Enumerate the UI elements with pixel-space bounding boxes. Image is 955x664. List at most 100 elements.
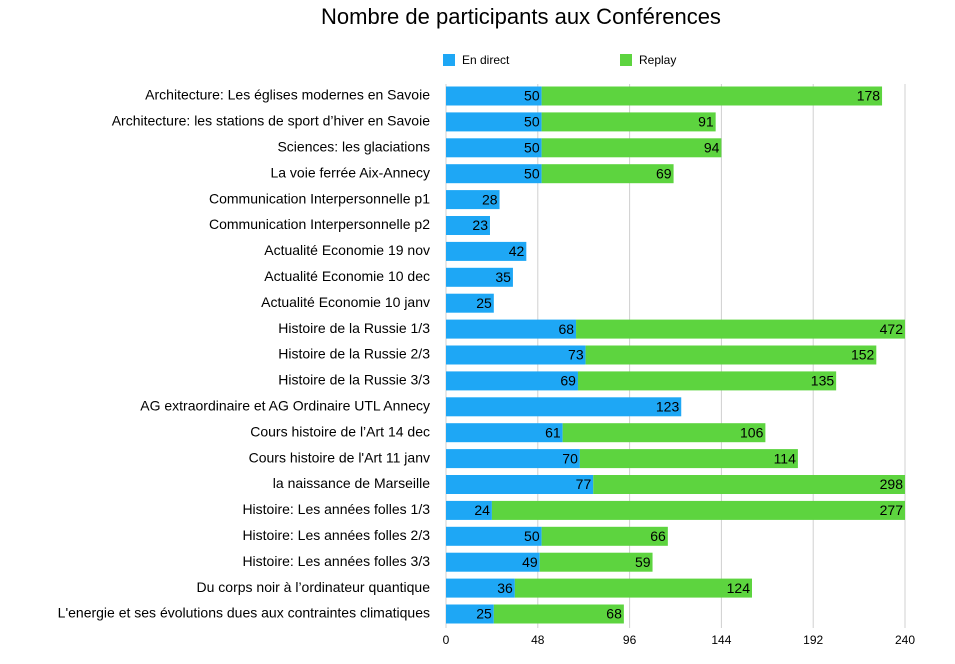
bar-segment [446, 371, 578, 391]
y-tick-label: la naissance de Marseille [273, 475, 430, 491]
y-tick-label: Histoire: Les années folles 2/3 [242, 527, 430, 543]
y-tick-label: Actualité Economie 10 janv [261, 294, 430, 310]
bar-segment [446, 423, 563, 443]
y-tick-label: Communication Interpersonnelle p1 [209, 190, 430, 206]
x-tick-label: 96 [623, 633, 637, 647]
value-label: 50 [524, 114, 540, 130]
y-tick-label: Architecture: Les églises modernes en Sa… [145, 87, 430, 103]
value-label: 50 [524, 88, 540, 104]
bar-segment [541, 86, 883, 106]
value-label: 135 [811, 373, 835, 389]
value-label: 59 [635, 554, 651, 570]
value-label: 25 [476, 295, 492, 311]
bar-segment [446, 397, 682, 417]
bar-segment [446, 319, 577, 339]
value-label: 68 [606, 606, 622, 622]
x-tick-label: 192 [803, 633, 823, 647]
value-label: 94 [704, 140, 720, 156]
x-tick-label: 144 [711, 633, 731, 647]
value-label: 77 [576, 476, 592, 492]
value-label: 66 [650, 528, 666, 544]
bar-segment [446, 86, 542, 106]
bar-segment [446, 449, 580, 469]
value-label: 49 [522, 554, 538, 570]
value-label: 61 [545, 424, 561, 440]
value-label: 73 [568, 347, 584, 363]
value-label: 50 [524, 528, 540, 544]
y-tick-label: AG extraordinaire et AG Ordinaire UTL An… [140, 398, 430, 414]
bar-segment [446, 604, 494, 624]
bar-segment [577, 371, 837, 391]
y-tick-label: Histoire: Les années folles 1/3 [242, 501, 430, 517]
y-tick-label: Communication Interpersonnelle p2 [209, 216, 430, 232]
bar-segment [446, 138, 542, 158]
bar-segment [446, 190, 500, 210]
y-tick-label: Architecture: les stations de sport d’hi… [112, 113, 430, 129]
bar-segment [539, 552, 653, 572]
value-label: 23 [472, 217, 488, 233]
value-label: 69 [656, 165, 672, 181]
bar-segment [446, 578, 515, 598]
value-label: 24 [474, 502, 490, 518]
value-label: 152 [851, 347, 875, 363]
value-label: 114 [774, 450, 797, 466]
y-tick-label: Histoire de la Russie 1/3 [278, 320, 430, 336]
bar-segment [541, 164, 674, 184]
value-label: 178 [857, 88, 881, 104]
bar-segment [446, 216, 490, 235]
bar-segment [541, 526, 668, 546]
value-label: 124 [727, 580, 751, 596]
y-tick-label: Du corps noir à l’ordinateur quantique [197, 579, 431, 595]
y-tick-label: La voie ferrée Aix-Annecy [270, 164, 430, 180]
bar-segment [576, 319, 905, 339]
y-tick-label: Cours histoire de l'Art 11 janv [249, 449, 430, 465]
bar-segment [446, 526, 542, 546]
y-tick-label: L'energie et ses évolutions dues aux con… [58, 605, 430, 621]
bar-segment [446, 500, 492, 520]
bar-segment [562, 423, 766, 443]
x-tick-label: 0 [443, 633, 450, 647]
legend-label: En direct [462, 53, 510, 67]
value-label: 70 [562, 450, 578, 466]
y-tick-label: Actualité Economie 10 dec [264, 268, 430, 284]
value-label: 50 [524, 140, 540, 156]
value-label: 50 [524, 165, 540, 181]
value-label: 25 [476, 606, 492, 622]
x-tick-label: 48 [531, 633, 545, 647]
y-tick-label: Sciences: les glaciations [277, 139, 430, 155]
legend-label: Replay [639, 53, 676, 67]
value-label: 277 [880, 502, 904, 518]
legend-swatch [620, 54, 632, 66]
y-tick-label: Histoire: Les années folles 3/3 [242, 553, 430, 569]
value-label: 35 [495, 269, 511, 285]
value-label: 69 [560, 373, 576, 389]
value-label: 68 [558, 321, 574, 337]
value-label: 91 [698, 114, 714, 130]
bar-segment [446, 267, 513, 287]
chart-title: Nombre de participants aux Conférences [321, 4, 721, 29]
y-tick-label: Cours histoire de l’Art 14 dec [250, 423, 430, 439]
value-label: 42 [509, 243, 525, 259]
value-label: 106 [740, 424, 764, 440]
value-label: 123 [656, 399, 680, 415]
bar-segment [446, 293, 494, 313]
value-label: 472 [880, 321, 904, 337]
bar-segment [491, 500, 905, 520]
bar-segment [446, 112, 542, 132]
y-tick-label: Histoire de la Russie 2/3 [278, 346, 430, 362]
bar-segment [493, 604, 624, 624]
bar-segment [541, 112, 716, 132]
bar-segment [446, 475, 594, 494]
bar-segment [593, 475, 905, 494]
legend-swatch [443, 54, 455, 66]
value-label: 298 [880, 476, 904, 492]
bar-segment [514, 578, 752, 598]
bar-segment [585, 345, 877, 365]
bar-segment [446, 241, 527, 261]
bar-segment [579, 449, 798, 469]
bar-segment [446, 345, 586, 365]
bar-segment [446, 552, 540, 572]
x-tick-label: 240 [895, 633, 915, 647]
y-tick-label: Actualité Economie 19 nov [264, 242, 430, 258]
bar-segment [541, 138, 722, 158]
